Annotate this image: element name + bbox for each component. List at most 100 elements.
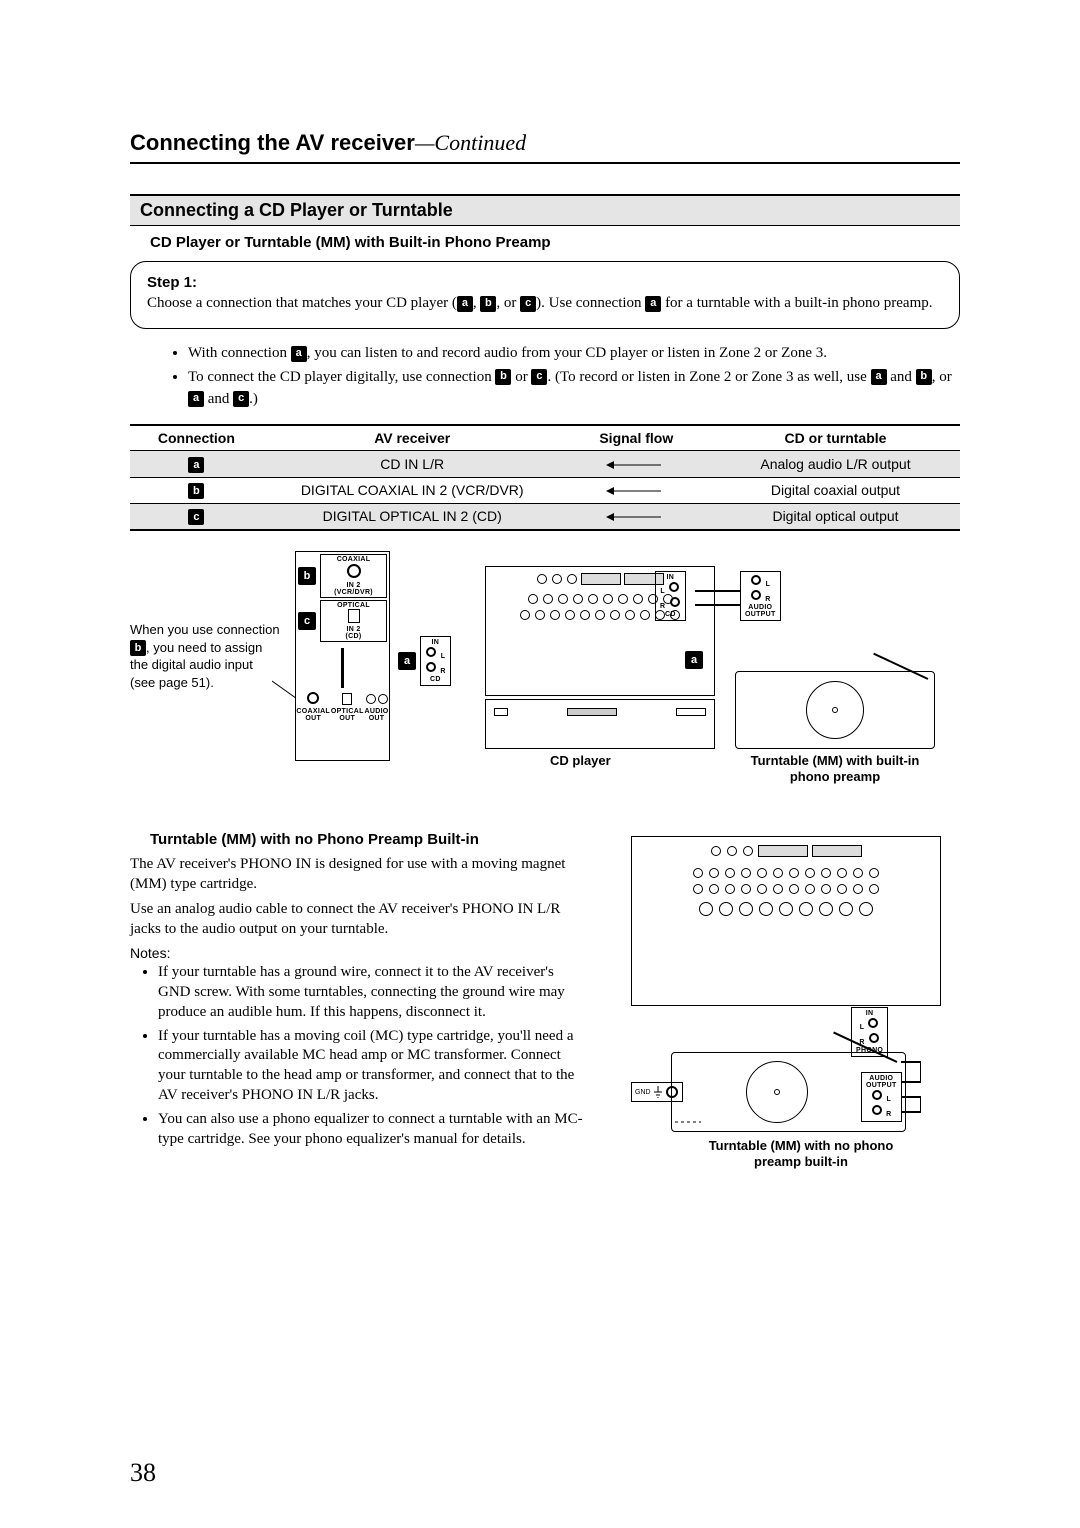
out-jack-icon xyxy=(307,692,319,704)
platter-icon xyxy=(806,681,864,739)
rd-jack-icon xyxy=(805,884,815,894)
rd-bigjack-icon xyxy=(819,902,833,916)
recv-jack-icon xyxy=(535,610,545,620)
rd-jack-icon xyxy=(725,884,735,894)
optical-jack-icon xyxy=(348,609,360,623)
row-b-flow xyxy=(562,477,711,503)
dn-pre: When you use connection xyxy=(130,622,280,637)
table-row: c DIGITAL OPTICAL IN 2 (CD) Digital opti… xyxy=(130,503,960,530)
tt-r: R xyxy=(765,596,770,603)
port-cd: CD xyxy=(425,676,446,683)
recv-jack-icon xyxy=(552,574,562,584)
note-1: If your turntable has a ground wire, con… xyxy=(158,963,590,1022)
spindle-icon xyxy=(832,707,838,713)
b2-icon-c2: c xyxy=(233,391,249,407)
rd-jack-icon xyxy=(853,884,863,894)
turntable-box xyxy=(735,671,935,749)
rd-jack-icon xyxy=(693,868,703,878)
note-2: If your turntable has a moving coil (MC)… xyxy=(158,1027,590,1106)
recv-jack-icon xyxy=(567,574,577,584)
b2-m3: and xyxy=(887,369,916,385)
notes-label: Notes: xyxy=(130,945,590,961)
rd-jack-icon xyxy=(709,884,719,894)
arrow-icon xyxy=(606,487,666,495)
port-in2-vcr: IN 2 (VCR/DVR) xyxy=(322,582,385,596)
recv-jack-icon xyxy=(573,594,583,604)
tt-audio-out: AUDIO OUTPUT xyxy=(745,604,776,618)
port-icon-b: b xyxy=(298,567,316,585)
b2-m4: , or xyxy=(932,369,952,385)
row-c-dev: Digital optical output xyxy=(711,503,960,530)
diagram-2: IN L R PHONO GND AUDIO OUTPUT L R xyxy=(620,831,960,1171)
cable-dashed-icon xyxy=(671,1012,921,1142)
recv-jack-icon xyxy=(633,594,643,604)
recv-jack-icon xyxy=(543,594,553,604)
b2-icon-a: a xyxy=(871,369,887,385)
gnd-label: GND xyxy=(635,1089,651,1096)
rd-bigjack-icon xyxy=(799,902,813,916)
rd-jack-icon xyxy=(757,884,767,894)
b2-icon-b2: b xyxy=(916,369,932,385)
rd-jack-icon xyxy=(709,868,719,878)
recv-jack-icon xyxy=(520,610,530,620)
b2-icon-a2: a xyxy=(188,391,204,407)
diagram-1: When you use connection b , you need to a… xyxy=(130,551,960,801)
row-b-dev: Digital coaxial output xyxy=(711,477,960,503)
step-label: Step 1: xyxy=(147,272,943,293)
row-c-recv: DIGITAL OPTICAL IN 2 (CD) xyxy=(263,503,562,530)
port-in2-cd: IN 2 (CD) xyxy=(322,626,385,640)
ports-column: b COAXIAL IN 2 (VCR/DVR) c OPTICAL IN 2 … xyxy=(295,551,390,761)
step-sep-2: , or xyxy=(496,295,520,311)
recv-jack-icon xyxy=(528,594,538,604)
rd-bigjack-icon xyxy=(739,902,753,916)
out-jack-icon xyxy=(342,693,352,705)
heading-continued: —Continued xyxy=(415,130,526,155)
tt-label: Turntable (MM) with built-in phono pream… xyxy=(735,753,935,784)
rd-jack-icon xyxy=(869,884,879,894)
rd-label: Turntable (MM) with no phono preamp buil… xyxy=(701,1138,901,1169)
rd-bigjack-icon xyxy=(859,902,873,916)
rd-jack-icon xyxy=(773,868,783,878)
cd-l: L xyxy=(660,588,665,595)
rd-bigjack-icon xyxy=(839,902,853,916)
row-icon-a: a xyxy=(188,457,204,473)
cd-jack-icon xyxy=(670,597,680,607)
rd-jack-icon xyxy=(725,868,735,878)
tt-jack-icon xyxy=(751,575,761,585)
bullet-2: To connect the CD player digitally, use … xyxy=(188,367,960,411)
section-2: Turntable (MM) with no Phono Preamp Buil… xyxy=(130,831,960,1171)
sub-heading-2: Turntable (MM) with no Phono Preamp Buil… xyxy=(130,831,590,848)
recv-jack-icon xyxy=(580,610,590,620)
jack-l-label: L xyxy=(441,653,446,660)
recv-jack-icon xyxy=(537,574,547,584)
rd-slot-icon xyxy=(812,845,862,857)
row-a-dev: Analog audio L/R output xyxy=(711,451,960,477)
out-jack-icon xyxy=(366,694,376,704)
tonearm-icon xyxy=(873,653,928,680)
tt-l: L xyxy=(766,581,771,588)
rd-jack-icon xyxy=(837,884,847,894)
cable-icon xyxy=(695,581,745,631)
recv-jack-icon xyxy=(588,594,598,604)
th-connection: Connection xyxy=(130,425,263,451)
b1-post: , you can listen to and record audio fro… xyxy=(307,345,827,361)
dn-post: , you need to assign the digital audio i… xyxy=(130,640,262,690)
col-right: IN L R PHONO GND AUDIO OUTPUT L R xyxy=(620,831,960,1171)
rd-jack-icon xyxy=(743,846,753,856)
cd-r: R xyxy=(660,603,665,610)
rd-jack-icon xyxy=(741,884,751,894)
cd-label: CD player xyxy=(550,753,611,768)
icon-c: c xyxy=(520,296,536,312)
jack-l-icon xyxy=(426,647,436,657)
cable-line-icon xyxy=(341,648,344,688)
b2-icon-b: b xyxy=(495,369,511,385)
bullet-1: With connection a, you can listen to and… xyxy=(188,343,960,365)
rd-jack-icon xyxy=(789,884,799,894)
coax-jack-icon xyxy=(347,564,361,578)
recv-jack-icon xyxy=(610,610,620,620)
rd-bigjack-icon xyxy=(699,902,713,916)
rd-jack-icon xyxy=(837,868,847,878)
b1-pre: With connection xyxy=(188,345,291,361)
page-number: 38 xyxy=(130,1458,156,1488)
recv-jack-icon xyxy=(565,610,575,620)
